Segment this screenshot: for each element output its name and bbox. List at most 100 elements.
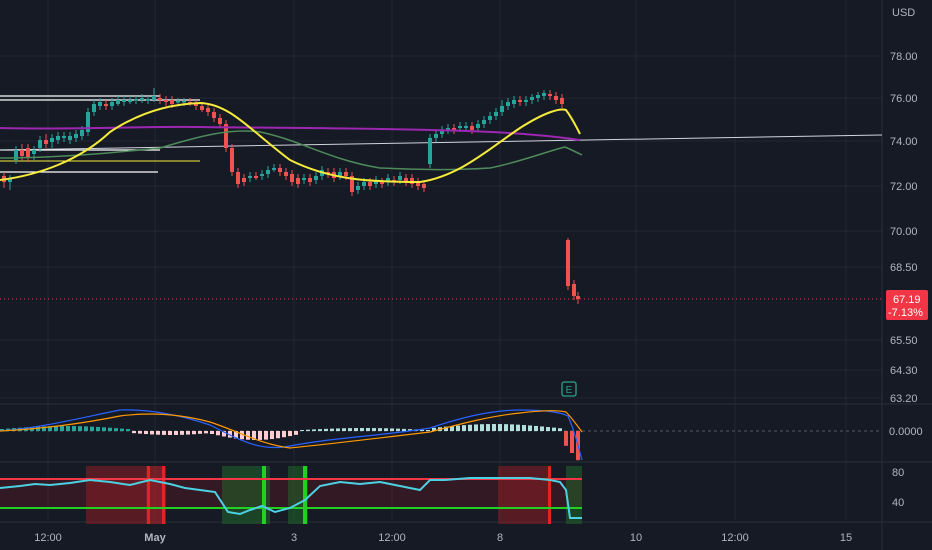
candle-body xyxy=(494,112,498,116)
macd-histogram-bar xyxy=(138,431,142,434)
price-tick: 72.00 xyxy=(890,181,918,193)
candle-body xyxy=(386,178,390,182)
candle-body xyxy=(206,108,210,112)
candle-body xyxy=(290,174,294,182)
candle-body xyxy=(32,150,36,154)
macd-histogram-bar xyxy=(102,427,106,431)
candle-body xyxy=(518,100,522,102)
trend-line[interactable] xyxy=(0,134,883,151)
candle-body xyxy=(356,186,360,190)
candle-body xyxy=(576,296,580,299)
candle-body xyxy=(452,128,456,130)
candle-body xyxy=(506,102,510,106)
candle-body xyxy=(170,100,174,104)
candle-body xyxy=(296,178,300,184)
candle-body xyxy=(110,102,114,106)
candle-body xyxy=(284,172,288,176)
macd-histogram-bar xyxy=(180,431,184,435)
time-tick: 12:00 xyxy=(34,532,62,544)
macd-histogram-bar xyxy=(156,431,160,435)
macd-histogram-bar xyxy=(276,431,280,439)
last-price-value: 67.19 xyxy=(893,294,921,306)
macd-histogram-bar xyxy=(72,426,76,431)
candle-body xyxy=(98,102,102,106)
macd-histogram-bar xyxy=(408,429,412,431)
macd-histogram-bar xyxy=(558,428,562,431)
rsi-axis-tick: 80 xyxy=(892,467,904,479)
macd-histogram-bar xyxy=(108,427,112,431)
macd-histogram-bar xyxy=(510,424,514,431)
candle-body xyxy=(464,126,468,128)
candle-body xyxy=(20,150,24,156)
macd-histogram-bar xyxy=(48,426,52,431)
macd-histogram-bar xyxy=(378,428,382,431)
rsi-axis-tick: 40 xyxy=(892,497,904,509)
macd-histogram-bar xyxy=(114,428,118,431)
candle-body xyxy=(350,176,354,192)
macd-histogram-bar xyxy=(234,431,238,439)
price-tick: 65.50 xyxy=(890,335,918,347)
time-tick: 12:00 xyxy=(378,532,406,544)
candle-body xyxy=(176,101,180,103)
macd-histogram-bar xyxy=(294,431,298,435)
candle-body xyxy=(26,148,30,158)
time-tick: 15 xyxy=(840,532,852,544)
price-tick: 78.00 xyxy=(890,51,918,63)
candle-body xyxy=(152,96,156,100)
macd-histogram-bar xyxy=(330,428,334,431)
macd-histogram-bar xyxy=(36,426,40,431)
candle-body xyxy=(236,172,240,184)
macd-line xyxy=(0,409,583,461)
candle-body xyxy=(428,138,432,164)
macd-histogram-bar xyxy=(534,425,538,431)
candle-body xyxy=(86,112,90,132)
candle-body xyxy=(182,101,186,103)
macd-histogram-bar xyxy=(84,426,88,431)
candle-body xyxy=(92,104,96,112)
candle-body xyxy=(446,128,450,130)
price-tick: 68.50 xyxy=(890,262,918,274)
macd-histogram-bar xyxy=(240,431,244,440)
macd-histogram-bar xyxy=(492,424,496,431)
candle-body xyxy=(128,100,132,102)
macd-histogram-bar xyxy=(396,428,400,431)
macd-histogram-bar xyxy=(348,428,352,431)
last-price-change: -7.13% xyxy=(888,307,923,319)
candle-body xyxy=(362,182,366,186)
macd-histogram-bar xyxy=(96,426,100,431)
macd-histogram-bar xyxy=(468,424,472,431)
candle-body xyxy=(572,284,576,296)
rsi-zone-highlights xyxy=(0,466,582,524)
earnings-marker[interactable]: E xyxy=(561,381,577,397)
price-axis[interactable]: 78.00 76.00 74.00 72.00 70.00 68.50 65.5… xyxy=(890,51,918,405)
candle-body xyxy=(560,98,564,104)
candle-body xyxy=(158,98,162,100)
macd-histogram-bar xyxy=(150,431,154,435)
candle-body xyxy=(338,172,342,176)
macd-histogram-bar xyxy=(528,425,532,431)
candle-body xyxy=(482,120,486,124)
candle-body xyxy=(404,178,408,182)
candle-body xyxy=(272,168,276,170)
candle-body xyxy=(146,99,150,101)
candle-body xyxy=(566,240,570,286)
macd-histogram-bar xyxy=(390,428,394,431)
macd-histogram-bar xyxy=(282,431,286,438)
candle-body xyxy=(200,106,204,110)
macd-histogram-bar xyxy=(522,425,526,431)
candle-body xyxy=(116,100,120,104)
candle-body xyxy=(230,148,234,172)
candle-body xyxy=(548,94,552,96)
grid xyxy=(0,0,882,520)
macd-histogram-bar xyxy=(168,431,172,435)
macd-histogram-bar xyxy=(450,426,454,431)
time-axis[interactable]: 12:00 May 3 12:00 8 10 12:00 15 xyxy=(34,532,852,544)
macd-histogram-bar xyxy=(270,431,274,440)
candle-body xyxy=(380,182,384,184)
macd-histogram-bar xyxy=(66,426,70,431)
price-tick: 63.20 xyxy=(890,393,918,405)
macd-histogram-bar xyxy=(516,424,520,431)
candle-body xyxy=(164,100,168,102)
macd-histogram-bar xyxy=(480,424,484,431)
